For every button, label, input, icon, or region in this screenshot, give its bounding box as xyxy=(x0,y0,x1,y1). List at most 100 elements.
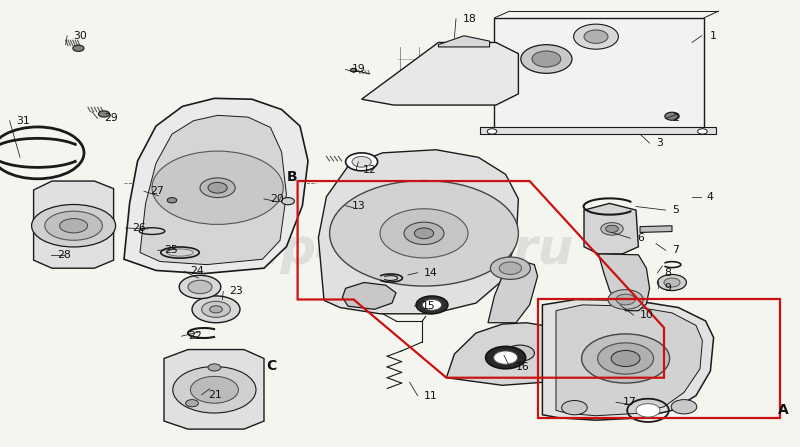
Polygon shape xyxy=(140,115,286,265)
Circle shape xyxy=(616,294,635,305)
Polygon shape xyxy=(362,42,518,105)
Polygon shape xyxy=(556,305,702,416)
Circle shape xyxy=(584,30,608,43)
Circle shape xyxy=(671,400,697,414)
Text: 28: 28 xyxy=(58,250,71,260)
Text: Zip4Tools.ru: Zip4Tools.ru xyxy=(227,226,573,274)
Text: 13: 13 xyxy=(352,201,366,211)
Text: 15: 15 xyxy=(422,301,435,311)
Circle shape xyxy=(350,68,357,72)
Circle shape xyxy=(179,275,221,299)
Text: C: C xyxy=(266,358,277,373)
Text: 19: 19 xyxy=(352,64,366,74)
Text: 10: 10 xyxy=(640,310,654,320)
Polygon shape xyxy=(318,150,518,314)
Circle shape xyxy=(486,346,526,369)
Text: 31: 31 xyxy=(16,116,30,126)
Text: 17: 17 xyxy=(622,397,636,407)
Text: 29: 29 xyxy=(104,114,118,123)
Polygon shape xyxy=(584,203,638,254)
Text: 12: 12 xyxy=(362,165,376,175)
Text: B: B xyxy=(286,170,297,185)
Text: 30: 30 xyxy=(74,31,87,41)
Ellipse shape xyxy=(45,211,102,240)
Text: 20: 20 xyxy=(270,194,284,204)
Text: 4: 4 xyxy=(706,192,714,202)
Text: 2: 2 xyxy=(672,114,679,123)
Circle shape xyxy=(521,45,572,73)
Text: A: A xyxy=(778,403,789,417)
Circle shape xyxy=(346,153,378,171)
Circle shape xyxy=(200,178,235,198)
Circle shape xyxy=(606,225,618,232)
Circle shape xyxy=(698,129,707,134)
Circle shape xyxy=(352,156,371,167)
Circle shape xyxy=(380,209,468,258)
Circle shape xyxy=(562,401,587,415)
Circle shape xyxy=(190,376,238,403)
Text: 3: 3 xyxy=(656,138,663,148)
Polygon shape xyxy=(488,261,538,323)
Text: 8: 8 xyxy=(664,268,671,278)
Text: 9: 9 xyxy=(664,283,671,293)
Polygon shape xyxy=(598,254,650,311)
Polygon shape xyxy=(640,226,672,232)
Circle shape xyxy=(208,182,227,193)
Text: 14: 14 xyxy=(424,268,438,278)
Circle shape xyxy=(202,301,230,317)
Circle shape xyxy=(98,111,110,117)
Polygon shape xyxy=(34,181,114,268)
Polygon shape xyxy=(342,283,396,309)
Polygon shape xyxy=(164,350,264,429)
Text: 26: 26 xyxy=(132,223,146,233)
Circle shape xyxy=(404,222,444,245)
Polygon shape xyxy=(480,127,716,134)
Circle shape xyxy=(611,350,640,367)
Circle shape xyxy=(490,257,530,279)
Circle shape xyxy=(636,404,660,417)
Text: 27: 27 xyxy=(150,186,164,196)
Circle shape xyxy=(422,299,442,310)
Ellipse shape xyxy=(59,219,88,233)
Circle shape xyxy=(494,351,518,364)
Circle shape xyxy=(210,306,222,313)
Circle shape xyxy=(188,280,212,294)
Polygon shape xyxy=(542,299,714,420)
Circle shape xyxy=(73,45,84,51)
Circle shape xyxy=(152,151,283,224)
Circle shape xyxy=(499,262,522,274)
Text: 5: 5 xyxy=(672,205,679,215)
Polygon shape xyxy=(124,98,308,274)
Text: 25: 25 xyxy=(164,245,178,255)
Text: 11: 11 xyxy=(424,391,438,401)
Circle shape xyxy=(582,334,670,383)
Text: 7: 7 xyxy=(672,245,679,255)
Text: 16: 16 xyxy=(516,362,530,371)
Text: 18: 18 xyxy=(462,14,476,24)
Circle shape xyxy=(192,296,240,323)
Circle shape xyxy=(416,296,448,314)
Circle shape xyxy=(506,345,534,361)
Ellipse shape xyxy=(31,205,115,247)
Circle shape xyxy=(598,343,654,374)
Circle shape xyxy=(658,274,686,291)
Polygon shape xyxy=(446,323,606,385)
Circle shape xyxy=(608,290,643,309)
Circle shape xyxy=(167,198,177,203)
Text: 24: 24 xyxy=(190,266,204,276)
Circle shape xyxy=(487,129,497,134)
Polygon shape xyxy=(494,18,704,129)
Circle shape xyxy=(601,223,623,235)
Circle shape xyxy=(664,278,680,287)
Circle shape xyxy=(532,51,561,67)
Circle shape xyxy=(173,367,256,413)
Circle shape xyxy=(574,24,618,49)
Circle shape xyxy=(208,364,221,371)
Circle shape xyxy=(282,198,294,205)
Polygon shape xyxy=(438,36,490,47)
Text: 1: 1 xyxy=(710,31,717,41)
Text: 23: 23 xyxy=(230,287,243,296)
Circle shape xyxy=(186,400,198,407)
Text: 22: 22 xyxy=(188,331,202,341)
Circle shape xyxy=(665,112,679,120)
